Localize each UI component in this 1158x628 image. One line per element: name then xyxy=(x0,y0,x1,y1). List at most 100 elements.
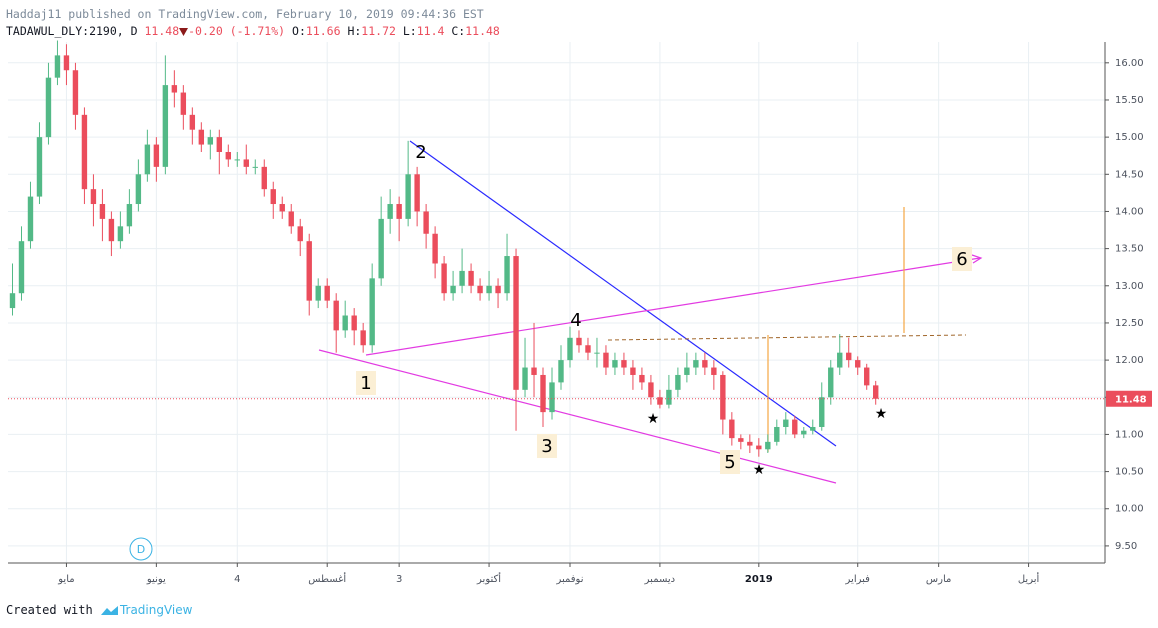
annotation: 1 xyxy=(360,373,371,394)
candle-body xyxy=(27,196,34,242)
candle-body xyxy=(747,441,753,446)
candle-body xyxy=(459,270,465,286)
badge-circle xyxy=(129,537,153,561)
candle-body xyxy=(225,151,231,160)
candle-body xyxy=(387,204,393,219)
candle-body xyxy=(873,385,879,399)
candle-body xyxy=(126,204,133,227)
candle-body xyxy=(441,263,447,294)
candle-body xyxy=(270,189,276,205)
annotation-bg xyxy=(356,371,376,395)
ohlc-value: 11.66 xyxy=(305,24,341,38)
annotation-bg xyxy=(952,247,972,271)
candle-body xyxy=(684,367,690,375)
candle-body xyxy=(36,137,43,197)
candle-body xyxy=(333,300,339,331)
candle-body xyxy=(324,285,330,301)
candle-body xyxy=(828,367,834,398)
y-tick-label: 11.00 xyxy=(1115,429,1144,440)
candle-body xyxy=(279,204,285,212)
candle-body xyxy=(288,211,294,227)
candle-body xyxy=(360,330,366,346)
candle-body xyxy=(432,233,438,264)
x-tick-label: أكتوبر xyxy=(476,572,501,585)
ohlc-value: 11.4 xyxy=(416,24,445,38)
candle-body xyxy=(477,285,483,294)
candle-body xyxy=(630,367,636,375)
candle-body xyxy=(594,352,600,354)
candle-body xyxy=(369,278,375,346)
candle-body xyxy=(711,367,717,375)
candle-body xyxy=(45,77,52,138)
candle-body xyxy=(585,345,591,353)
candle-body xyxy=(540,374,546,413)
change: -0.20 xyxy=(188,24,223,38)
candle-body xyxy=(639,374,645,383)
x-tick-label: نوفمبر xyxy=(555,574,583,585)
candle-body xyxy=(153,144,160,167)
candle-body xyxy=(405,174,411,219)
candle-body xyxy=(216,137,223,152)
y-tick-label: 10.50 xyxy=(1115,467,1144,478)
x-tick-label: فبراير xyxy=(845,574,871,585)
candle-body xyxy=(108,218,115,242)
trend-line xyxy=(365,257,981,356)
candle-body xyxy=(351,315,357,331)
candle-body xyxy=(297,226,303,242)
x-tick-label: أبريل xyxy=(1018,572,1040,585)
footer-text: Created with xyxy=(6,603,93,617)
candle-body xyxy=(315,285,321,301)
footer: Created with TradingView xyxy=(6,603,192,617)
candle-body xyxy=(450,285,456,294)
candle-body xyxy=(234,159,240,161)
candle-body xyxy=(198,129,205,145)
candle-body xyxy=(135,174,142,205)
candles xyxy=(8,40,1105,457)
candle-body xyxy=(423,211,429,234)
candle-body xyxy=(738,438,744,442)
annotation-bg xyxy=(537,434,557,458)
x-tick-label: يونيو xyxy=(146,574,166,585)
annotation: 2 xyxy=(415,142,426,163)
candle-body xyxy=(621,360,627,368)
x-tick-label: مارس xyxy=(926,574,951,585)
y-tick-label: 9.50 xyxy=(1115,541,1137,552)
candle-body xyxy=(603,352,609,368)
candle-body xyxy=(189,114,196,130)
logo-icon xyxy=(100,605,118,615)
candle-body xyxy=(54,55,61,78)
y-tick-label: 14.00 xyxy=(1115,206,1144,217)
y-tick-label: 12.00 xyxy=(1115,355,1144,366)
y-tick-label: 15.00 xyxy=(1115,132,1144,143)
candle-body xyxy=(81,114,88,190)
annotation: 3 xyxy=(541,436,552,457)
y-tick-label: 13.00 xyxy=(1115,281,1144,292)
candle-body xyxy=(855,360,861,368)
annotation: 6 xyxy=(956,249,967,270)
ohlc-value: 11.72 xyxy=(361,24,396,38)
resistance-line xyxy=(607,334,967,341)
last-price-tag xyxy=(1106,390,1152,407)
x-tick-label: 2019 xyxy=(745,574,773,585)
candle-body xyxy=(207,137,214,145)
y-tick-label: 14.50 xyxy=(1115,169,1144,180)
candle-body xyxy=(675,374,681,390)
candle-body xyxy=(846,352,852,361)
candle-body xyxy=(702,360,708,368)
annotations: 1 2 3 4 5 6 xyxy=(356,142,972,474)
trend-line xyxy=(409,140,837,447)
candle-body xyxy=(468,270,474,286)
star-icon: ★ xyxy=(647,411,660,427)
candle-body xyxy=(801,430,807,435)
candle-body xyxy=(729,419,735,439)
candle-body xyxy=(495,285,501,294)
change-pct: (-1.71%) xyxy=(229,24,286,38)
candle-body xyxy=(396,204,402,219)
candle-body xyxy=(612,360,618,368)
y-tick-label: 13.50 xyxy=(1115,244,1144,255)
candle-body xyxy=(63,55,70,71)
x-tick-label: مايو xyxy=(57,574,74,585)
candle-body xyxy=(810,426,816,431)
candle-body xyxy=(252,166,258,168)
candle-body xyxy=(99,204,106,219)
